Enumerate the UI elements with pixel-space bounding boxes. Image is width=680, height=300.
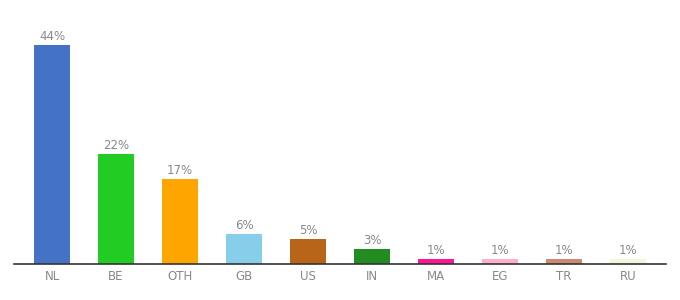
Text: 1%: 1% — [426, 244, 445, 257]
Text: 1%: 1% — [619, 244, 637, 257]
Text: 1%: 1% — [491, 244, 509, 257]
Text: 17%: 17% — [167, 164, 193, 177]
Bar — [290, 239, 326, 264]
Bar — [354, 249, 390, 264]
Bar — [99, 154, 133, 264]
Text: 1%: 1% — [555, 244, 573, 257]
Bar — [611, 259, 645, 264]
Bar — [418, 259, 454, 264]
Bar — [547, 259, 581, 264]
Text: 6%: 6% — [235, 219, 254, 232]
Bar — [226, 234, 262, 264]
Text: 3%: 3% — [362, 234, 381, 247]
Bar — [163, 179, 198, 264]
Bar — [35, 45, 69, 264]
Text: 5%: 5% — [299, 224, 318, 237]
Text: 22%: 22% — [103, 140, 129, 152]
Bar — [482, 259, 517, 264]
Text: 44%: 44% — [39, 30, 65, 43]
